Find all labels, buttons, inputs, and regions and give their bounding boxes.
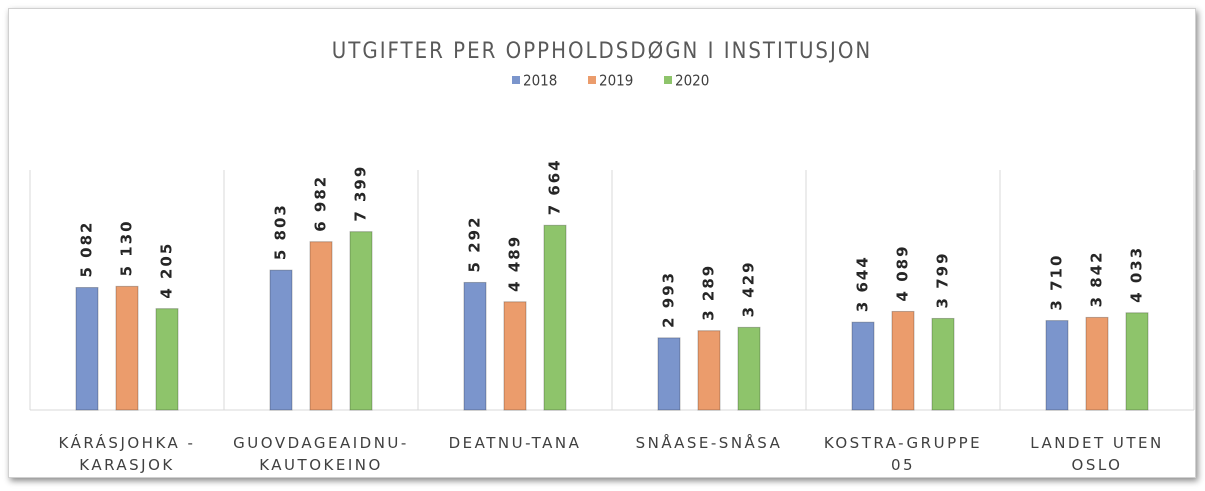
value-label: 3 842 <box>1088 250 1106 307</box>
value-label: 7 399 <box>352 165 370 222</box>
chart-title: UTGIFTER PER OPPHOLDSDØGN I INSTITUSJON <box>332 39 872 64</box>
value-label: 5 803 <box>272 203 290 260</box>
bar <box>851 321 875 411</box>
bar <box>155 308 179 411</box>
bar <box>269 269 293 411</box>
bar <box>75 287 99 411</box>
bar <box>931 317 955 411</box>
value-label: 2 993 <box>660 271 678 328</box>
value-label: 3 289 <box>700 264 718 321</box>
bar <box>737 326 761 411</box>
value-label: 4 033 <box>1128 246 1146 303</box>
bar <box>309 241 333 411</box>
value-label: 4 205 <box>158 242 176 299</box>
legend-swatch <box>664 76 672 84</box>
bar <box>349 231 373 411</box>
value-label: 7 664 <box>546 158 564 215</box>
legend-label: 2019 <box>599 72 633 90</box>
bar <box>697 330 721 411</box>
bar <box>891 310 915 411</box>
legend-swatch <box>512 76 520 84</box>
chart-frame <box>8 8 1196 478</box>
x-tick-label: SNÅASE-SNÅSA <box>635 434 783 452</box>
x-tick-label: KOSTRA-GRUPPE 05 <box>823 434 983 474</box>
value-label: 3 429 <box>740 260 758 317</box>
value-label: 5 292 <box>466 215 484 272</box>
x-tick-label: DEATNU-TANA <box>448 434 582 452</box>
value-label: 4 489 <box>506 235 524 292</box>
legend-label: 2020 <box>675 72 709 90</box>
bar <box>463 281 487 411</box>
legend-swatch <box>588 76 596 84</box>
bar <box>1045 320 1069 411</box>
bar <box>115 285 139 411</box>
bar <box>1125 312 1149 411</box>
x-tick-label: KÁRÁSJOHKA - KARASJOK <box>58 434 196 474</box>
bar <box>657 337 681 411</box>
value-label: 5 082 <box>78 221 96 278</box>
x-tick-label: GUOVDAGEAIDNU-KAUTOKEINO <box>233 434 409 474</box>
value-label: 3 710 <box>1048 254 1066 311</box>
x-tick-label: LANDET UTEN OSLO <box>1030 434 1164 474</box>
value-label: 6 982 <box>312 175 330 232</box>
bar <box>543 224 567 411</box>
bar <box>1085 316 1109 411</box>
bar <box>503 301 527 411</box>
legend-label: 2018 <box>523 72 557 90</box>
value-label: 3 799 <box>934 251 952 308</box>
value-label: 5 130 <box>118 219 136 276</box>
value-label: 3 644 <box>854 255 872 312</box>
value-label: 4 089 <box>894 244 912 301</box>
